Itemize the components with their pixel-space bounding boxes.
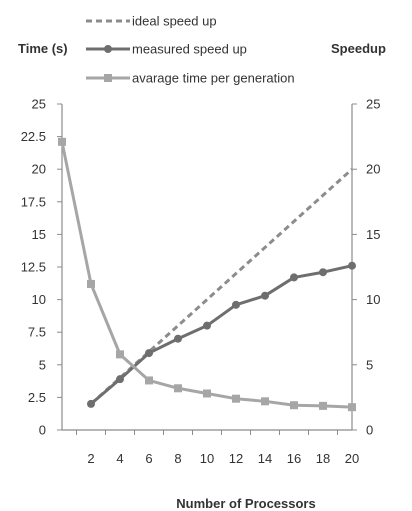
x-tick-label: 6 xyxy=(145,451,152,466)
data-point xyxy=(319,268,327,277)
x-tick-label: 2 xyxy=(87,451,94,466)
y-tick-label-right: 10 xyxy=(366,292,380,307)
y-tick-label-left: 25 xyxy=(32,97,46,112)
y-tick-label-right: 5 xyxy=(366,357,373,372)
legend-label: measured speed up xyxy=(132,42,247,57)
legend-item-1: measured speed up xyxy=(86,42,247,57)
data-point xyxy=(261,397,269,406)
y-tick-label-right: 25 xyxy=(366,97,380,112)
y-tick-label-left: 12.5 xyxy=(21,260,46,275)
y-tick-label-left: 7.5 xyxy=(28,325,46,340)
data-point xyxy=(174,334,182,343)
series-0 xyxy=(89,168,354,406)
legend-label: ideal speed up xyxy=(132,14,217,29)
y-tick-label-right: 0 xyxy=(366,423,373,438)
y-tick-label-left: 10 xyxy=(32,292,46,307)
y-tick-label-left: 20 xyxy=(32,162,46,177)
data-point xyxy=(319,401,327,410)
y-axis-label-left: Time (s) xyxy=(18,41,68,56)
series-1 xyxy=(87,261,356,408)
data-point xyxy=(348,261,356,270)
x-axis-label: Number of Processors xyxy=(176,496,315,511)
y-tick-label-left: 15 xyxy=(32,227,46,242)
data-point xyxy=(145,349,153,358)
data-point xyxy=(290,273,298,282)
data-point xyxy=(290,401,298,410)
x-tick-label: 20 xyxy=(345,451,359,466)
x-tick-label: 18 xyxy=(316,451,330,466)
data-point xyxy=(116,375,124,384)
x-tick-label: 10 xyxy=(200,451,214,466)
x-tick-label: 4 xyxy=(116,451,123,466)
y-tick-label-left: 5 xyxy=(39,357,46,372)
data-point xyxy=(261,291,269,300)
data-point xyxy=(203,389,211,398)
data-point xyxy=(145,376,153,385)
data-point xyxy=(87,399,95,408)
data-point xyxy=(232,394,240,403)
y-tick-label-left: 2.5 xyxy=(28,390,46,405)
x-tick-label: 8 xyxy=(174,451,181,466)
y-tick-label-left: 0 xyxy=(39,423,46,438)
y-tick-label-left: 17.5 xyxy=(21,194,46,209)
y-tick-label-right: 20 xyxy=(366,162,380,177)
data-point xyxy=(348,403,356,412)
series-layer xyxy=(58,137,356,412)
x-tick-label: 16 xyxy=(287,451,301,466)
data-point xyxy=(232,300,240,309)
axes: 0 2.5 5 7.5 10 12.5 15 17.5 20 22.5 25 0 5 10 15 20 25 2 4… xyxy=(21,97,381,467)
x-tick-label: 12 xyxy=(229,451,243,466)
y-axis-label-right: Speedup xyxy=(331,41,386,56)
series-line xyxy=(89,168,354,406)
data-point xyxy=(58,137,66,146)
legend-marker xyxy=(104,74,112,82)
data-point xyxy=(174,384,182,393)
legend-label: avarage time per generation xyxy=(132,71,295,86)
data-point xyxy=(87,279,95,288)
y-tick-label-right: 15 xyxy=(366,227,380,242)
legend-item-0: ideal speed up xyxy=(86,14,217,29)
data-point xyxy=(116,350,124,359)
series-2 xyxy=(58,137,356,412)
legend-marker xyxy=(104,45,112,53)
x-tick-label: 14 xyxy=(258,451,272,466)
y-tick-label-left: 22.5 xyxy=(21,129,46,144)
legend-item-2: avarage time per generation xyxy=(86,71,295,86)
data-point xyxy=(203,321,211,330)
legend: ideal speed up measured speed up avarage t… xyxy=(86,14,295,86)
